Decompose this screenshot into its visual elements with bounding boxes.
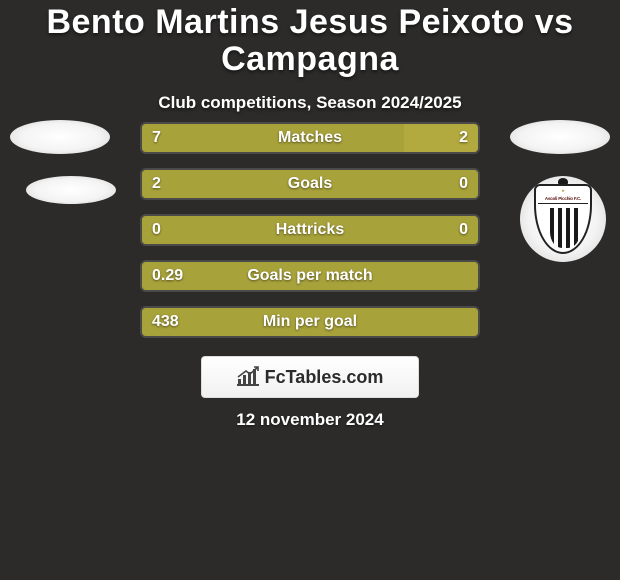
crest-stars-icon: ★: [536, 188, 590, 193]
stat-label: Goals: [142, 170, 478, 198]
date-text: 12 november 2024: [0, 410, 620, 430]
stat-label: Matches: [142, 124, 478, 152]
watermark-text: FcTables.com: [265, 367, 384, 388]
stat-row: 00Hattricks: [140, 214, 480, 246]
stat-label: Goals per match: [142, 262, 478, 290]
player2-badge-1: [510, 120, 610, 154]
comparison-card: Bento Martins Jesus Peixoto vs Campagna …: [0, 0, 620, 580]
comparison-bars: 72Matches 20Goals 00Hattricks 0.29Goals per…: [140, 122, 480, 352]
player2-club-crest: ★ Ascoli Picchio F.C.: [520, 176, 606, 262]
stat-row: 438Min per goal: [140, 306, 480, 338]
crest-stripes-icon: [550, 208, 580, 248]
page-title: Bento Martins Jesus Peixoto vs Campagna: [0, 4, 620, 79]
page-subtitle: Club competitions, Season 2024/2025: [0, 93, 620, 113]
player1-badge-2: [26, 176, 116, 204]
watermark: FcTables.com: [201, 356, 419, 398]
stat-label: Min per goal: [142, 308, 478, 336]
stat-row: 20Goals: [140, 168, 480, 200]
stat-label: Hattricks: [142, 216, 478, 244]
chart-icon: [237, 368, 259, 386]
stat-row: 72Matches: [140, 122, 480, 154]
stat-row: 0.29Goals per match: [140, 260, 480, 292]
player1-badge-1: [10, 120, 110, 154]
crest-banner-text: Ascoli Picchio F.C.: [538, 194, 588, 204]
crest-shield-icon: ★ Ascoli Picchio F.C.: [534, 184, 592, 254]
